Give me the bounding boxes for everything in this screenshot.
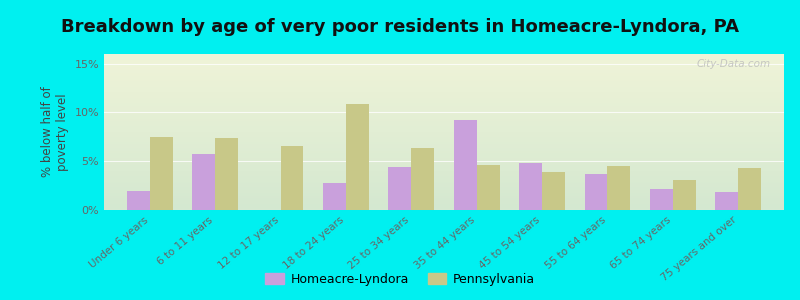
Bar bbox=[607, 166, 630, 210]
Bar bbox=[281, 146, 303, 210]
Text: City-Data.com: City-Data.com bbox=[696, 59, 770, 69]
Bar bbox=[738, 168, 761, 210]
Bar bbox=[673, 180, 696, 210]
Bar bbox=[542, 172, 565, 210]
Bar bbox=[389, 167, 411, 210]
Bar bbox=[127, 190, 150, 210]
Bar bbox=[411, 148, 434, 210]
Bar bbox=[715, 193, 738, 210]
Bar bbox=[454, 120, 477, 210]
Bar bbox=[477, 165, 499, 210]
Legend: Homeacre-Lyndora, Pennsylvania: Homeacre-Lyndora, Pennsylvania bbox=[260, 268, 540, 291]
Bar bbox=[150, 137, 173, 210]
Bar bbox=[323, 183, 346, 210]
Bar bbox=[192, 154, 215, 210]
Bar bbox=[519, 163, 542, 210]
Bar bbox=[346, 104, 369, 210]
Bar bbox=[650, 188, 673, 210]
Text: Breakdown by age of very poor residents in Homeacre-Lyndora, PA: Breakdown by age of very poor residents … bbox=[61, 18, 739, 36]
Bar bbox=[585, 174, 607, 210]
Y-axis label: % below half of
poverty level: % below half of poverty level bbox=[41, 87, 69, 177]
Bar bbox=[215, 138, 238, 210]
